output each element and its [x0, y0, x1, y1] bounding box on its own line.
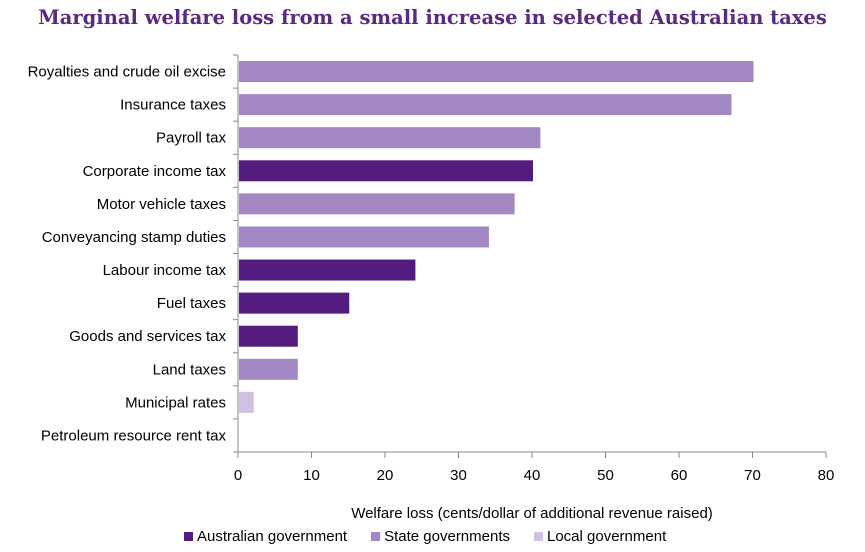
category-label: Land taxes: [153, 361, 226, 378]
bar: [239, 325, 298, 347]
category-label: Motor vehicle taxes: [97, 196, 226, 213]
legend-item-australian-government: Australian government: [184, 528, 347, 545]
category-label: Payroll tax: [156, 130, 227, 147]
x-tick-label: 60: [671, 467, 688, 484]
x-tick-label: 50: [597, 467, 614, 484]
legend: Australian government State governments …: [184, 528, 666, 545]
category-label: Labour income tax: [103, 262, 227, 279]
chart-title: Marginal welfare loss from a small incre…: [38, 6, 827, 29]
x-tick-label: 70: [744, 467, 761, 484]
x-tick-label: 30: [450, 467, 467, 484]
legend-swatch-state-governments: [371, 532, 381, 541]
x-axis-label: Welfare loss (cents/dollar of additional…: [351, 505, 713, 522]
legend-item-state-governments: State governments: [371, 528, 510, 545]
bar: [239, 193, 515, 215]
category-label: Fuel taxes: [157, 295, 226, 312]
bar: [239, 160, 533, 182]
category-label: Petroleum resource rent tax: [41, 427, 227, 444]
bar: [239, 292, 350, 314]
bar: [239, 259, 416, 281]
x-tick-label: 20: [377, 467, 394, 484]
legend-label: Australian government: [197, 528, 348, 545]
bar: [239, 94, 732, 116]
bar: [239, 226, 489, 248]
x-tick-label: 80: [818, 467, 835, 484]
category-label: Conveyancing stamp duties: [42, 229, 226, 246]
bar: [239, 391, 254, 413]
category-label: Royalties and crude oil excise: [28, 64, 226, 81]
category-label: Goods and services tax: [69, 328, 226, 345]
category-label: Municipal rates: [125, 394, 226, 411]
bar: [239, 61, 754, 83]
x-tick-label: 10: [303, 467, 320, 484]
legend-item-local-government: Local government: [534, 528, 666, 545]
bar: [239, 127, 541, 149]
legend-label: Local government: [547, 528, 667, 545]
x-tick-label: 40: [524, 467, 541, 484]
x-tick-label: 0: [234, 467, 242, 484]
legend-swatch-local-government: [534, 532, 543, 541]
category-label: Corporate income tax: [83, 163, 227, 180]
category-label: Insurance taxes: [120, 97, 226, 114]
legend-swatch-australian-government: [184, 532, 193, 541]
bar: [239, 358, 298, 380]
legend-label: State governments: [384, 528, 510, 545]
